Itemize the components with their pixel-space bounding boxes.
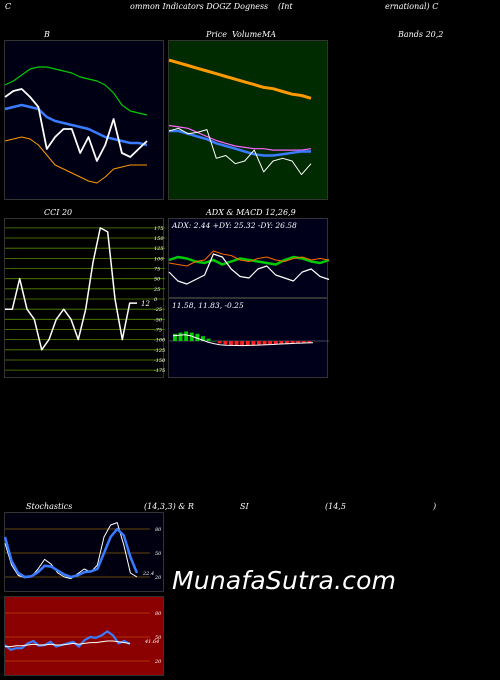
header-center: ommon Indicators DOGZ Dogness (130, 2, 269, 11)
title-bollinger: B (44, 30, 50, 39)
macd-histogram-bar (279, 341, 284, 344)
stoch-tick-0: 80 (155, 527, 162, 533)
title-stoch-params: (14,3,3) & R (144, 502, 194, 511)
title-stochastics: Stochastics (26, 502, 73, 511)
rsi-avg-line (5, 640, 131, 648)
cci-last-label: 12 (141, 300, 150, 308)
cci-chart: 175 150 125 100 75 50 25 0 -25 -50 -75 -100 -125 -150… (5, 226, 166, 374)
macd-histogram-bar (307, 341, 312, 343)
cci-tick-12: -125 (154, 348, 165, 354)
macd-histogram-bar (184, 331, 189, 341)
stoch-d-line (3, 527, 139, 579)
title-rsi-close: ) (433, 502, 437, 511)
macd-line (172, 334, 314, 347)
macd-histogram-bar (212, 341, 217, 342)
macd-chart (169, 331, 329, 347)
cci-tick-8: -25 (154, 307, 162, 313)
macd-histogram-bar (234, 341, 239, 346)
bollinger-panel (4, 40, 164, 200)
macd-histogram-bar (189, 332, 194, 341)
ma-ma-long-line (168, 58, 312, 100)
macd-histogram-bar (262, 341, 267, 345)
macd-histogram-bar (245, 341, 250, 346)
cci-tick-6: 25 (153, 287, 160, 293)
adx-chart (168, 250, 330, 285)
title-rsi-params: (14,5 (325, 502, 346, 511)
cci-tick-3: 100 (154, 256, 164, 262)
macd-histogram-bar (285, 341, 289, 344)
bollinger-upper-line (4, 66, 148, 116)
title-cci: CCI 20 (44, 208, 73, 217)
title-adx-macd: ADX & MACD 12,26,9 (206, 208, 296, 217)
bollinger-price-line (4, 88, 148, 162)
title-rsi: SI (240, 502, 249, 511)
ma-ma-short-line (169, 129, 311, 157)
macd-histogram-bar (251, 341, 256, 346)
rsi-chart: 80 50 20 41.64 (4, 611, 162, 665)
cci-tick-1: 150 (154, 236, 164, 242)
cci-panel: 175 150 125 100 75 50 25 0 -25 -50 -75 -100 -125 -150… (4, 218, 166, 378)
price-ma-chart (168, 58, 312, 176)
cci-tick-14: -175 (154, 368, 165, 374)
watermark: MunafaSutra.com (172, 566, 397, 595)
rsi-tick-2: 20 (154, 659, 162, 665)
macd-histogram-bar (257, 341, 261, 345)
cci-tick-10: -75 (154, 328, 162, 334)
cci-tick-9: -50 (154, 317, 163, 323)
cci-tick-4: 75 (154, 267, 160, 273)
cci-tick-11: -100 (154, 338, 166, 344)
macd-histogram-bar (273, 341, 278, 344)
macd-stats: 11.58, 11.83, -0.25 (172, 301, 244, 310)
macd-histogram-bar (290, 341, 295, 344)
macd-histogram-bar (217, 341, 222, 344)
stoch-tick-2: 20 (154, 575, 162, 581)
stoch-tick-1: 50 (155, 551, 162, 557)
header-mid-right: (Int (278, 2, 293, 11)
macd-histogram-bar (178, 332, 183, 341)
cci-tick-2: 125 (154, 246, 164, 252)
adx-stats: ADX: 2.44 +DY: 25.32 -DY: 26.58 (172, 221, 297, 230)
price-ma-panel (168, 40, 328, 200)
adx-panel: ADX: 2.44 +DY: 25.32 -DY: 26.58 (168, 218, 330, 298)
stoch-last-label: 22.4 (142, 571, 154, 577)
title-price: Price (206, 30, 227, 39)
rsi-last-label: 41.64 (144, 639, 159, 645)
title-volume: Volume (232, 30, 262, 39)
adx-adx-line (168, 253, 330, 285)
macd-histogram-bar (206, 338, 211, 341)
cci-tick-7: 0 (154, 297, 158, 303)
macd-histogram-bar (296, 341, 301, 344)
header-left: C (5, 2, 12, 11)
rsi-tick-0: 80 (155, 611, 162, 617)
macd-panel: 11.58, 11.83, -0.25 (168, 298, 329, 378)
cci-tick-5: 50 (154, 277, 161, 283)
macd-histogram-bar (201, 336, 205, 341)
macd-histogram-bar (240, 341, 245, 346)
stoch-k-line (4, 522, 138, 580)
bollinger-lower-line (4, 136, 147, 184)
rsi-tick-1: 50 (155, 635, 162, 641)
macd-histogram-bar (268, 341, 273, 345)
macd-histogram-bar (229, 341, 233, 346)
cci-tick-13: -150 (154, 358, 166, 364)
bollinger-chart (4, 66, 148, 184)
cci-tick-0: 175 (154, 226, 164, 232)
macd-histogram-bar (301, 341, 306, 343)
macd-histogram-bar (223, 341, 228, 345)
bollinger-middle-line (4, 103, 148, 147)
adx-di-line (168, 250, 330, 267)
title-bands: Bands 20,2 (398, 30, 444, 39)
ma-ma-mid-line (168, 124, 312, 151)
title-ma: MA (262, 30, 276, 39)
macd-histogram-bar (173, 333, 177, 341)
macd-histogram-bar (195, 333, 200, 341)
rsi-panel: 80 50 20 41.64 (4, 596, 164, 676)
header-right: ernational) C (385, 2, 439, 11)
cci-line (5, 227, 137, 351)
ma-price-line (168, 127, 312, 176)
stoch-panel: 80 50 20 22.4 (3, 512, 164, 592)
